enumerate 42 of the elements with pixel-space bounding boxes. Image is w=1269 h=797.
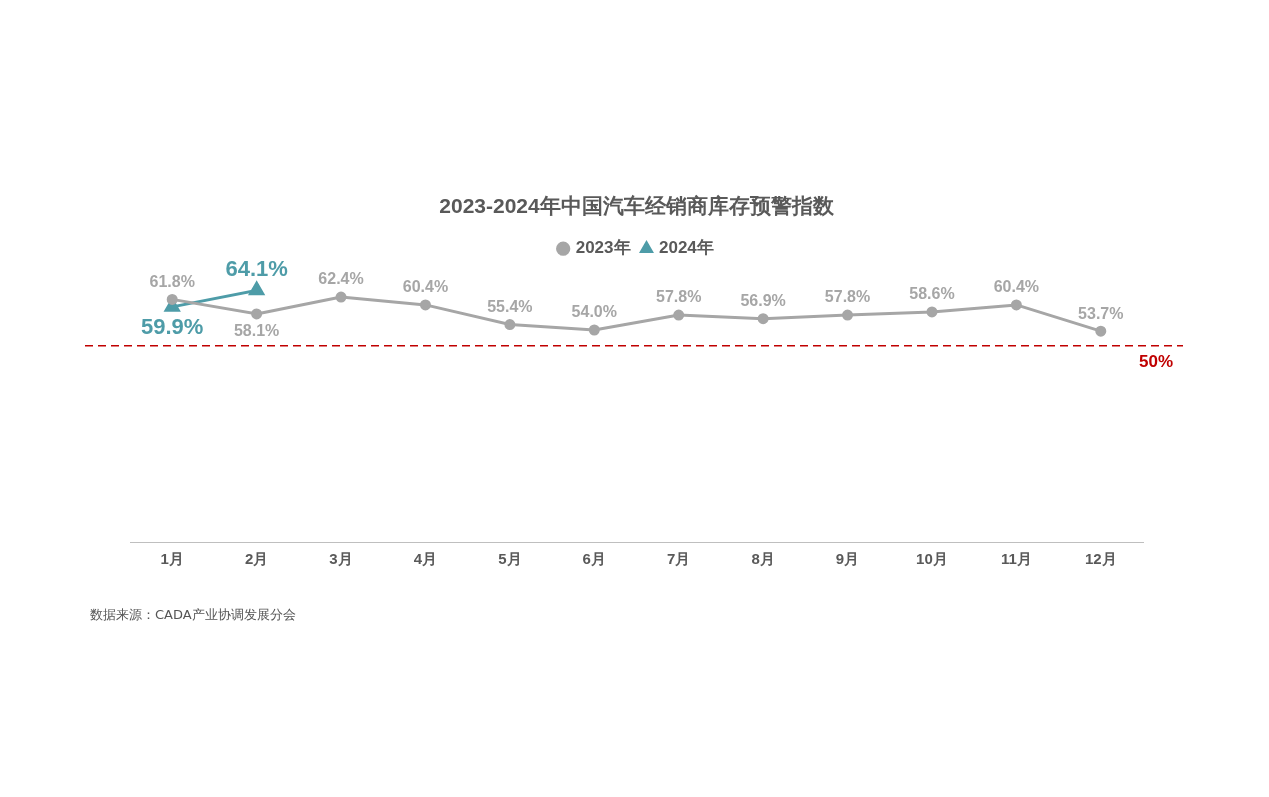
data-label: 62.4% — [318, 270, 364, 288]
data-label: 60.4% — [402, 278, 449, 296]
point — [335, 291, 347, 303]
x-tick-label: 2月 — [244, 550, 269, 568]
data-label: 57.8% — [824, 288, 871, 306]
data-label: 53.7% — [1078, 304, 1124, 322]
x-tick-label: 4月 — [413, 550, 438, 568]
point — [1010, 299, 1022, 311]
x-tick-label: 7月 — [667, 550, 691, 568]
point — [251, 308, 263, 320]
source-note: 数据来源：CADA产业协调发展分会 — [90, 606, 296, 624]
ref-line-label: 50% — [1138, 351, 1174, 371]
point — [504, 319, 516, 331]
point — [842, 309, 854, 321]
x-tick-label: 8月 — [751, 550, 775, 568]
x-tick-label: 1月 — [160, 550, 184, 568]
data-label: 58.1% — [233, 322, 280, 340]
x-tick-label: 11月 — [1000, 550, 1032, 568]
chart-title: 2023-2024年中国汽车经销商库存预警指数 — [439, 194, 835, 218]
data-label: 57.8% — [656, 288, 702, 306]
legend-label: 2023年 — [575, 238, 631, 258]
point — [757, 313, 769, 325]
data-label: 55.4% — [487, 297, 533, 315]
point — [419, 299, 431, 311]
data-label: 60.4% — [993, 278, 1040, 296]
point — [588, 324, 600, 336]
point — [1095, 325, 1107, 337]
x-tick-label: 12月 — [1084, 550, 1117, 568]
data-label: 64.1% — [225, 256, 288, 282]
x-tick-label: 5月 — [498, 550, 522, 568]
data-label: 54.0% — [571, 303, 617, 321]
point — [926, 306, 938, 318]
x-tick-label: 9月 — [835, 550, 860, 568]
data-label: 59.9% — [141, 313, 204, 339]
legend-label: 2024年 — [659, 238, 714, 258]
x-tick-label: 3月 — [329, 550, 353, 568]
x-tick-label: 10月 — [916, 550, 948, 568]
data-label: 58.6% — [909, 285, 955, 303]
data-label: 61.8% — [149, 272, 195, 290]
data-label: 56.9% — [740, 292, 786, 310]
x-tick-label: 6月 — [582, 550, 606, 568]
point — [673, 309, 685, 321]
